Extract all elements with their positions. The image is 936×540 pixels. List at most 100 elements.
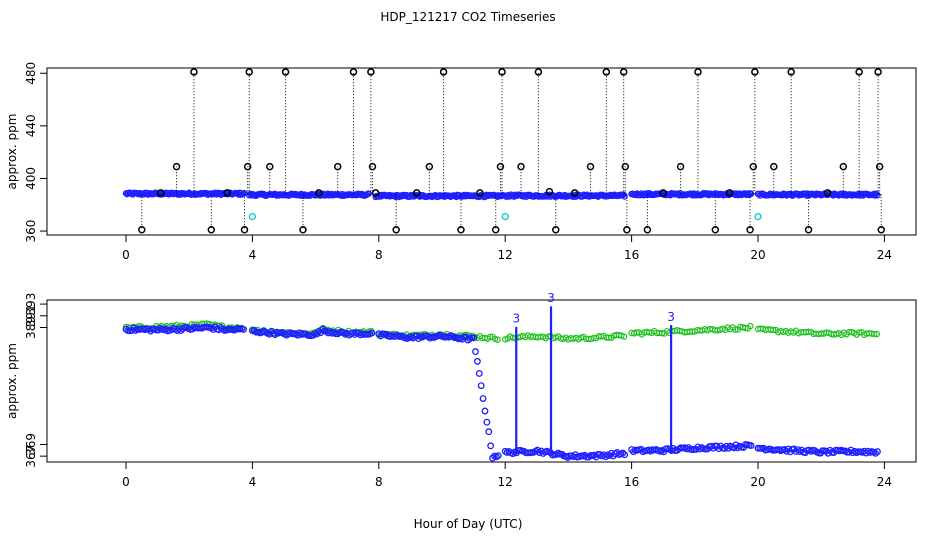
flagged-point [138, 225, 146, 234]
y-tick-label: 400 [24, 167, 38, 190]
flagged-point [619, 68, 628, 76]
flagged-point [243, 162, 252, 171]
flagged-point [299, 225, 307, 234]
spike-label: 3 [512, 312, 520, 326]
level3-point [873, 448, 881, 456]
flagged-point [751, 68, 759, 76]
x-tick-label: 0 [122, 475, 130, 489]
flagged-point [207, 225, 216, 234]
flagged-point [425, 162, 434, 171]
level2-point [620, 333, 628, 340]
cal-point [754, 212, 762, 221]
x-tick-label: 0 [122, 248, 130, 262]
level3-point [470, 334, 478, 342]
flagged-point [586, 162, 595, 171]
flagged-point [190, 68, 198, 76]
level3-point [479, 395, 487, 402]
x-tick-label: 8 [375, 248, 383, 262]
baseline-point [874, 191, 881, 199]
flagged-point [621, 162, 630, 171]
level3-point [489, 454, 497, 462]
level3-point [326, 328, 334, 335]
cal-point [248, 212, 257, 221]
flagged-point [804, 225, 813, 234]
y-tick-label: 391 [24, 304, 38, 327]
flagged-point [157, 189, 165, 197]
x-tick-label: 20 [750, 248, 765, 262]
flagged-point [602, 68, 611, 76]
x-tick-label: 8 [375, 475, 383, 489]
level3-point [781, 446, 788, 453]
x-tick-label: 24 [877, 248, 892, 262]
flagged-point [749, 162, 758, 171]
flagged-point [874, 68, 882, 76]
x-tick-label: 4 [249, 248, 257, 262]
x-tick-label: 12 [498, 248, 513, 262]
flagged-point [839, 162, 848, 171]
level2-point [494, 336, 501, 343]
flagged-point [517, 162, 525, 171]
flagged-point [371, 189, 380, 197]
flagged-point [172, 162, 181, 171]
flagged-point [746, 225, 754, 234]
x-tick-label: 16 [624, 475, 639, 489]
flagged-point [770, 162, 778, 171]
level3-point [415, 335, 423, 343]
level2-point [747, 322, 754, 330]
flagged-point [245, 68, 253, 76]
level3-point [872, 449, 880, 457]
flagged-point [787, 68, 795, 76]
level3-point [485, 428, 493, 436]
flagged-point [333, 162, 342, 171]
spike-label: 3 [667, 310, 675, 324]
level3-point [602, 453, 610, 461]
level2-point [871, 331, 878, 338]
level3-point [240, 326, 248, 333]
level3-point [309, 331, 317, 339]
baseline-point [621, 193, 628, 200]
level3-point [472, 348, 479, 356]
x-tick-label: 20 [750, 475, 765, 489]
plot-frame [46, 67, 917, 236]
y-axis-label: approx. ppm [5, 114, 19, 190]
level3-point [477, 382, 485, 390]
spike-label: 3 [547, 291, 555, 305]
level2-point [732, 326, 739, 333]
flagged-point [240, 225, 249, 234]
level2-point [873, 330, 881, 338]
x-tick-label: 24 [877, 475, 892, 489]
flagged-point [875, 162, 884, 171]
flagged-point [223, 189, 231, 197]
y-tick-label: 480 [24, 62, 38, 85]
flagged-point [534, 68, 543, 76]
x-axis-label: Hour of Day (UTC) [414, 517, 523, 531]
flagged-point [676, 162, 685, 171]
flagged-point [694, 68, 702, 76]
flagged-point [855, 68, 863, 76]
x-tick-label: 4 [249, 475, 257, 489]
flagged-point [439, 68, 448, 76]
level3-point [494, 452, 502, 460]
y-tick-label: 360 [24, 220, 38, 243]
flagged-point [498, 68, 506, 76]
y-tick-label: 440 [24, 114, 38, 137]
level3-point [747, 442, 755, 450]
level3-point [339, 329, 347, 337]
flagged-point [496, 162, 505, 171]
flagged-point [392, 225, 400, 234]
figure-title: HDP_121217 CO2 Timeseries [380, 10, 555, 24]
flagged-point [643, 225, 652, 234]
y-tick-label: 369 [24, 433, 38, 456]
flagged-point [367, 68, 375, 76]
flagged-point [491, 225, 500, 234]
cal-point [501, 212, 509, 221]
x-tick-label: 12 [498, 475, 513, 489]
y-tick-label: 393 [24, 293, 38, 316]
level2-point [855, 329, 863, 336]
flagged-point [281, 68, 290, 76]
level3-point [487, 442, 495, 450]
flagged-point [457, 225, 465, 234]
flagged-point [823, 189, 832, 197]
